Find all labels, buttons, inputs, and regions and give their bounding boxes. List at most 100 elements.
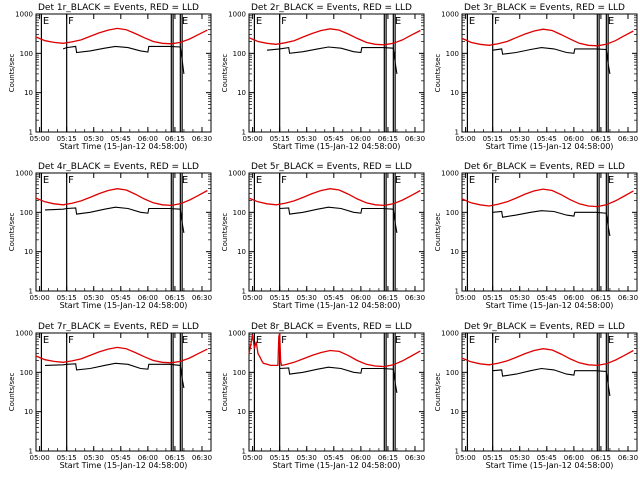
series-line-events [44, 206, 185, 233]
series-line-lld [35, 27, 208, 45]
x-tick-label: 06:30 [618, 294, 638, 302]
event-flag-label: F [68, 16, 74, 27]
x-axis-label: Start Time (15-Jan-12 04:58:00) [60, 301, 188, 310]
y-tick-label: 1 [29, 448, 33, 456]
y-axis-label: Counts/sec [8, 373, 16, 412]
series-line-lld [248, 332, 421, 368]
y-tick-label: 100 [446, 50, 459, 58]
y-tick-label: 10 [237, 248, 246, 256]
panel-det-6: Det 6r_BLACK = Events, RED = LLD 1 10 100 10… [434, 162, 638, 310]
y-tick-label: 10 [237, 408, 246, 416]
plot-frame [461, 13, 638, 133]
y-axis-label: Counts/sec [221, 54, 229, 93]
y-axis-label: Counts/sec [434, 54, 442, 93]
panel-title: Det 2r_BLACK = Events, RED = LLD [251, 3, 412, 13]
x-tick-label: 06:30 [192, 135, 212, 143]
series-line-lld [248, 28, 421, 46]
x-tick-label: 05:45 [111, 294, 131, 302]
y-tick-label: 1 [455, 288, 459, 296]
x-tick-label: 06:15 [165, 135, 185, 143]
y-tick-label: 1000 [441, 330, 459, 338]
x-tick-label: 05:00 [243, 135, 263, 143]
y-tick-label: 1 [242, 129, 246, 137]
series-line-events [266, 46, 398, 74]
x-tick-label: 06:00 [564, 294, 584, 302]
x-tick-label: 06:00 [351, 135, 371, 143]
plot-frame [35, 13, 212, 133]
x-tick-label: 05:45 [537, 294, 557, 302]
y-tick-label: 100 [233, 50, 246, 58]
y-tick-label: 1000 [441, 11, 459, 19]
y-tick-label: 100 [20, 209, 33, 217]
x-tick-label: 06:00 [351, 454, 371, 462]
y-tick-label: 1000 [228, 330, 246, 338]
x-tick-label: 05:30 [84, 454, 104, 462]
panel-det-3: Det 3r_BLACK = Events, RED = LLD 1 10 100 10… [434, 3, 638, 151]
panel-title: Det 9r_BLACK = Events, RED = LLD [464, 322, 625, 332]
event-flag-label: F [281, 16, 287, 27]
x-axis-label: Start Time (15-Jan-12 04:58:00) [60, 461, 188, 470]
event-flag-label: E [182, 16, 188, 27]
x-tick-label: 05:15 [57, 135, 77, 143]
x-tick-label: 06:30 [192, 294, 212, 302]
x-tick-label: 06:15 [591, 454, 611, 462]
event-flag-label: E [395, 335, 401, 346]
panel-title: Det 6r_BLACK = Events, RED = LLD [464, 162, 625, 172]
y-tick-label: 100 [233, 369, 246, 377]
panel-det-1: Det 1r_BLACK = Events, RED = LLD 1 10 100 10… [8, 3, 212, 151]
event-flag-label: E [608, 335, 614, 346]
y-tick-label: 1 [242, 448, 246, 456]
y-tick-label: 1 [455, 129, 459, 137]
x-tick-label: 06:30 [405, 294, 425, 302]
x-tick-label: 05:15 [57, 294, 77, 302]
x-tick-label: 05:15 [270, 294, 290, 302]
y-tick-label: 10 [450, 248, 459, 256]
x-axis-label: Start Time (15-Jan-12 04:58:00) [486, 461, 614, 470]
x-tick-label: 06:00 [138, 135, 158, 143]
plot-frame [248, 13, 425, 133]
event-flag-label: E [182, 335, 188, 346]
x-tick-label: 05:00 [456, 135, 476, 143]
x-tick-label: 06:15 [378, 294, 398, 302]
x-tick-label: 06:30 [405, 454, 425, 462]
y-tick-label: 1 [455, 448, 459, 456]
x-tick-label: 05:15 [57, 454, 77, 462]
x-tick-label: 05:30 [510, 294, 530, 302]
event-flag-label: E [182, 175, 188, 186]
event-flag-label: E [395, 175, 401, 186]
x-tick-label: 05:30 [297, 454, 317, 462]
panel-det-8: Det 8r_BLACK = Events, RED = LLD 1 10 100 10… [221, 322, 425, 470]
plot-frame [35, 332, 212, 452]
y-tick-label: 10 [24, 248, 33, 256]
series-line-events [44, 362, 185, 389]
y-axis-label: Counts/sec [221, 213, 229, 252]
x-axis-label: Start Time (15-Jan-12 04:58:00) [486, 301, 614, 310]
plot-frame [248, 172, 425, 292]
series-line-lld [248, 188, 421, 207]
x-tick-label: 05:15 [270, 135, 290, 143]
panel-title: Det 1r_BLACK = Events, RED = LLD [38, 3, 199, 13]
event-flag-label: E [43, 175, 49, 186]
x-tick-label: 05:00 [243, 454, 263, 462]
event-flag-label: E [469, 16, 475, 27]
x-axis-label: Start Time (15-Jan-12 04:58:00) [273, 142, 401, 151]
y-axis-label: Counts/sec [8, 54, 16, 93]
x-tick-label: 06:15 [165, 454, 185, 462]
panel-det-7: Det 7r_BLACK = Events, RED = LLD 1 10 100 10… [8, 322, 212, 470]
x-tick-label: 05:15 [483, 454, 503, 462]
panel-det-5: Det 5r_BLACK = Events, RED = LLD 1 10 100 10… [221, 162, 425, 310]
event-flag-label: E [469, 335, 475, 346]
x-tick-label: 05:45 [537, 454, 557, 462]
panel-det-2: Det 2r_BLACK = Events, RED = LLD 1 10 100 10… [221, 3, 425, 151]
x-tick-label: 06:15 [165, 294, 185, 302]
panel-title: Det 3r_BLACK = Events, RED = LLD [464, 3, 625, 13]
x-tick-label: 05:45 [324, 135, 344, 143]
plot-frame [248, 332, 425, 452]
x-axis-label: Start Time (15-Jan-12 04:58:00) [486, 142, 614, 151]
series-line-events [279, 366, 398, 393]
plot-frame [35, 172, 212, 292]
series-line-events [492, 367, 611, 397]
y-tick-label: 1000 [15, 330, 33, 338]
y-tick-label: 1000 [441, 170, 459, 178]
